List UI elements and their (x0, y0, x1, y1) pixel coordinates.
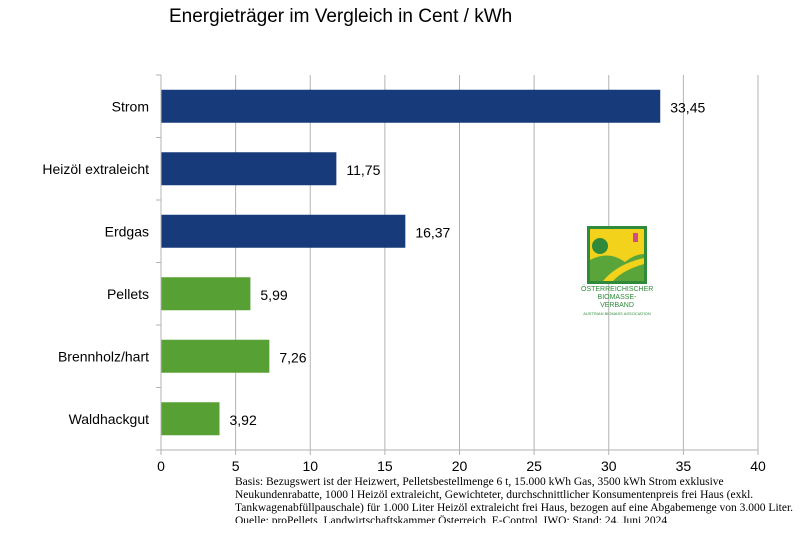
logo-emblem-icon (587, 226, 647, 284)
bars (161, 89, 661, 436)
data-label: 5,99 (260, 287, 287, 303)
category-label: Erdgas (105, 223, 149, 239)
x-tick-label: 25 (526, 458, 542, 474)
bar (161, 214, 406, 248)
category-label: Waldhackgut (69, 411, 150, 427)
logo-text-line2: BIOMASSE-VERBAND (597, 294, 637, 309)
bar (161, 339, 270, 373)
data-label: 11,75 (346, 162, 380, 178)
chart-title: Energieträger im Vergleich in Cent / kWh (169, 6, 513, 27)
x-tick-label: 20 (452, 458, 468, 474)
logo-text-line3: AUSTRIAN BIOMASS ASSOCIATION (583, 311, 651, 316)
x-tick-label: 5 (232, 458, 240, 474)
category-label: Pellets (107, 286, 149, 302)
bar (161, 402, 220, 436)
labels: 0 5 10 15 20 25 30 35 40 Strom 33,45 Heizöl extrale… (42, 98, 766, 474)
x-tick-label: 10 (302, 458, 318, 474)
logo-text-line1: ÖSTERREICHISCHER (581, 286, 654, 293)
category-label: Strom (112, 98, 149, 114)
x-tick-label: 0 (157, 458, 165, 474)
axes (156, 74, 759, 455)
gridlines (235, 75, 759, 450)
x-tick-label: 35 (676, 458, 692, 474)
bar (161, 152, 337, 186)
bar (161, 277, 251, 311)
x-tick-label: 40 (750, 458, 766, 474)
footnote-basis: Basis: Bezugswert ist der Heizwert, Pell… (235, 476, 794, 514)
category-label: Brennholz/hart (58, 348, 149, 364)
data-label: 3,92 (230, 412, 257, 428)
x-tick-label: 30 (601, 458, 617, 474)
data-label: 33,45 (670, 99, 705, 115)
biomasse-verband-logo: ÖSTERREICHISCHER BIOMASSE-VERBAND AUSTRI… (581, 224, 653, 324)
bar (161, 89, 661, 123)
x-tick-label: 15 (377, 458, 393, 474)
footnote: Basis: Bezugswert ist der Heizwert, Pell… (235, 476, 795, 523)
footnote-source: Quelle: proPellets, Landwirtschaftskamme… (235, 515, 668, 523)
data-label: 7,26 (279, 349, 306, 365)
category-label: Heizöl extraleicht (42, 161, 149, 177)
data-label: 16,37 (415, 224, 450, 240)
